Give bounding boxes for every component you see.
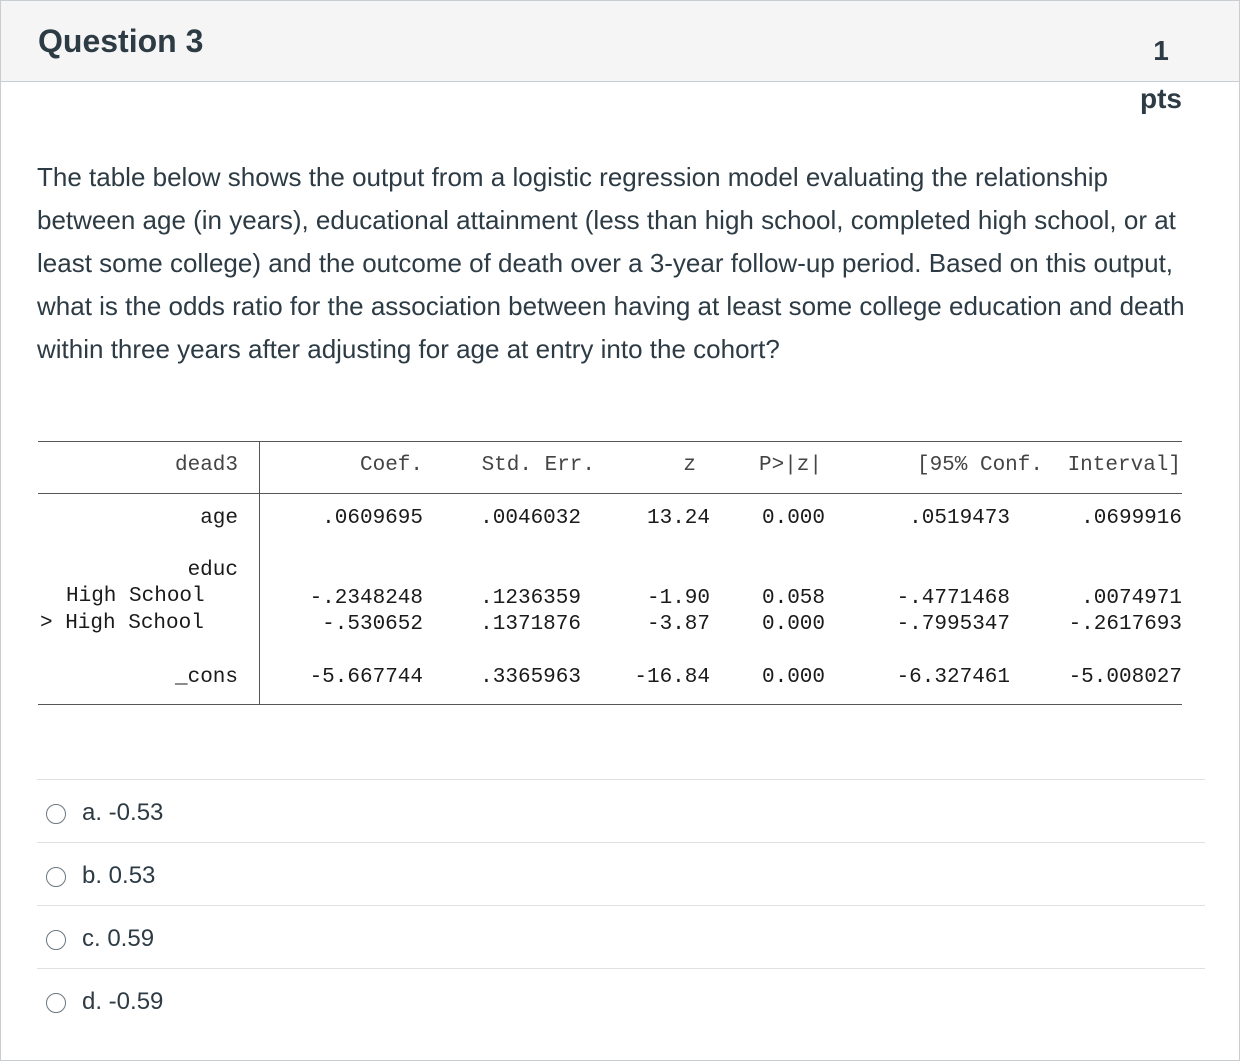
row-label-high-school: High School (66, 585, 205, 608)
cell-age-ci-high: .0699916 (1081, 507, 1182, 530)
cell-hs-ci-high: .0074971 (1081, 587, 1182, 610)
cell-ahs-ci-low: -.7995347 (896, 613, 1010, 636)
cell-hs-coef: -.2348248 (309, 587, 423, 610)
dependent-var-label: dead3 (174, 454, 238, 477)
answer-label: c. 0.59 (82, 925, 155, 952)
table-header-rule (38, 493, 1182, 494)
table-divider (259, 441, 260, 705)
cell-ahs-ci-high: -.2617693 (1068, 613, 1182, 636)
regression-output-table: dead3 Coef. Std. Err. z P>|z| [95% Conf.… (38, 441, 1182, 705)
cell-cons-ci-low: -6.327461 (896, 666, 1010, 689)
radio-button[interactable] (46, 867, 66, 887)
answer-list: a. -0.53 b. 0.53 c. 0.59 d. -0.59 (37, 779, 1205, 1031)
answer-label: d. -0.59 (82, 988, 164, 1015)
cell-ahs-se: .1371876 (480, 613, 581, 636)
cell-ahs-coef: -.530652 (322, 613, 423, 636)
answer-option-a[interactable]: a. -0.53 (37, 779, 1205, 842)
col-header-se: Std. Err. (481, 454, 595, 477)
cell-cons-z: -16.84 (634, 666, 710, 689)
radio-button[interactable] (46, 930, 66, 950)
cell-hs-p: 0.058 (761, 587, 825, 610)
row-label-age: age (200, 507, 238, 530)
points-value: 1 (1153, 35, 1169, 66)
answer-label: b. 0.53 (82, 862, 156, 889)
cell-ahs-z: -3.87 (646, 613, 710, 636)
table-bottom-rule (38, 704, 1182, 705)
answer-option-d[interactable]: d. -0.59 (37, 968, 1205, 1031)
col-header-p: P>|z| (758, 454, 822, 477)
cell-age-ci-low: .0519473 (909, 507, 1010, 530)
cell-hs-z: -1.90 (646, 587, 710, 610)
points-unit: pts (1140, 83, 1182, 114)
cell-age-coef: .0609695 (322, 507, 423, 530)
cell-cons-ci-high: -5.008027 (1068, 666, 1182, 689)
col-header-z: z (683, 454, 696, 477)
cell-hs-se: .1236359 (480, 587, 581, 610)
answer-label: a. -0.53 (82, 799, 164, 826)
cell-cons-se: .3365963 (480, 666, 581, 689)
cell-hs-ci-low: -.4771468 (896, 587, 1010, 610)
cell-cons-coef: -5.667744 (309, 666, 423, 689)
col-header-ci-high: Interval] (1067, 454, 1181, 477)
question-title: Question 3 (38, 23, 204, 59)
radio-button[interactable] (46, 804, 66, 824)
answer-option-b[interactable]: b. 0.53 (37, 842, 1205, 905)
cell-cons-p: 0.000 (761, 666, 825, 689)
cell-age-p: 0.000 (761, 507, 825, 530)
radio-button[interactable] (46, 993, 66, 1013)
row-label-above-high-school: > High School (40, 612, 204, 635)
table-top-rule (38, 441, 1182, 442)
col-header-ci-low: [95% Conf. (916, 454, 1043, 477)
row-label-cons: _cons (174, 666, 238, 689)
question-prompt: The table below shows the output from a … (37, 162, 1185, 364)
question-header: Question 3 1 pts (1, 1, 1239, 114)
answer-option-c[interactable]: c. 0.59 (37, 905, 1205, 968)
cell-ahs-p: 0.000 (761, 613, 825, 636)
col-header-coef: Coef. (359, 454, 423, 477)
cell-age-se: .0046032 (480, 507, 581, 530)
row-label-educ: educ (187, 559, 238, 582)
cell-age-z: 13.24 (646, 507, 710, 530)
points-label: 1 pts (1136, 27, 1186, 123)
